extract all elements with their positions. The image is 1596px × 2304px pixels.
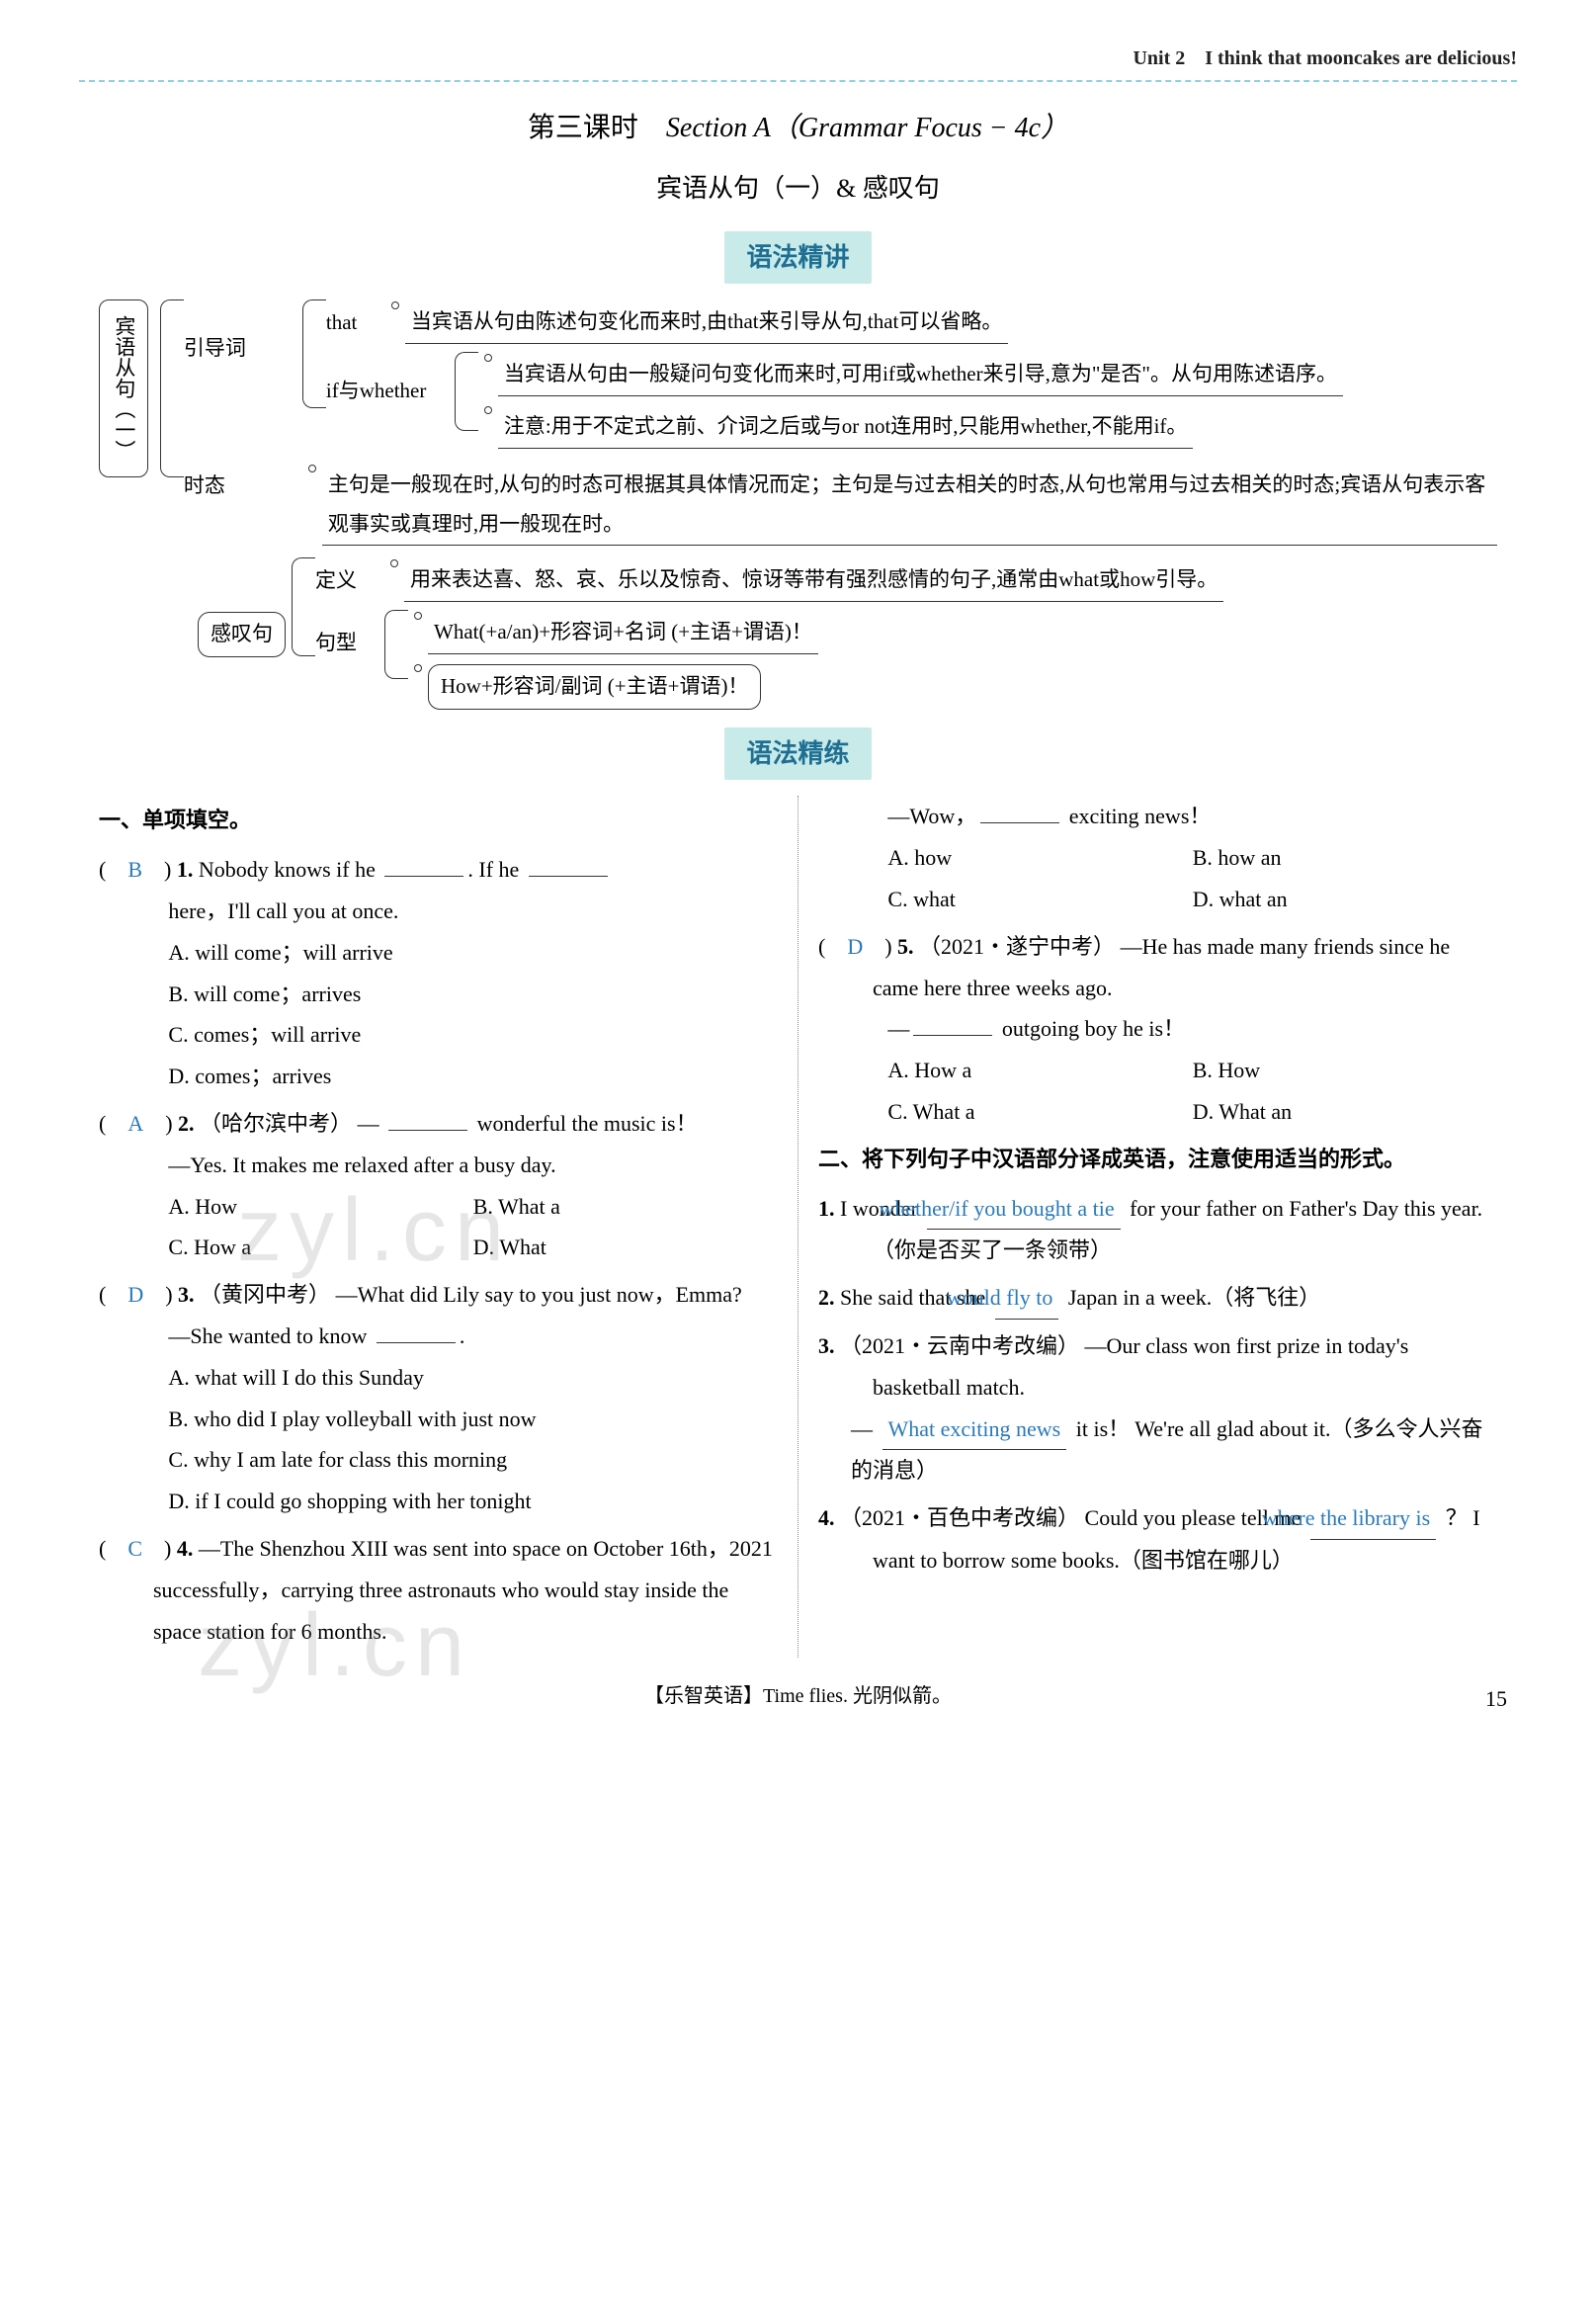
- q1-text-a: Nobody knows if he: [199, 857, 381, 882]
- q2-num: 2.: [178, 1111, 195, 1136]
- q1-text-c: here，I'll call you at once.: [99, 891, 778, 932]
- p2q2-post: Japan in a week.（将飞往）: [1068, 1285, 1320, 1310]
- q4-cont: —Wow， exciting news！ A. howB. how an C. …: [818, 796, 1497, 919]
- q1-num: 1.: [177, 857, 194, 882]
- q1-optC: C. comes；will arrive: [99, 1014, 778, 1056]
- lesson-title-1: 第三课时 Section A（Grammar Focus − 4c）: [79, 102, 1517, 154]
- q3-optC: C. why I am late for class this morning: [99, 1439, 778, 1481]
- q4-num: 4.: [177, 1536, 194, 1561]
- lesson-title-2: 宾语从句（一）& 感叹句: [79, 164, 1517, 213]
- section-jingjiang: 语法精讲: [79, 231, 1517, 284]
- p2q3-source: （2021・云南中考改编）: [840, 1333, 1079, 1358]
- p2q1-answer: whether/if you bought a tie: [927, 1188, 1120, 1231]
- q5-optD: D. What an: [1193, 1091, 1497, 1133]
- d2-def-text: 用来表达喜、怒、哀、乐以及惊奇、惊讶等带有强烈感情的句子,通常由what或how…: [404, 559, 1223, 602]
- leaf-ifwhether-label: if与whether: [326, 352, 455, 451]
- q5-answer: D: [847, 934, 863, 959]
- q1-optD: D. comes；arrives: [99, 1056, 778, 1097]
- p2q4-source: （2021・百色中考改编）: [840, 1505, 1079, 1530]
- q2-text-a: —: [358, 1111, 385, 1136]
- q3-optD: D. if I could go shopping with her tonig…: [99, 1481, 778, 1522]
- part2-heading: 二、将下列句子中汉语部分译成英语，注意使用适当的形式。: [818, 1139, 1497, 1180]
- p2q4-num: 4.: [818, 1505, 835, 1530]
- leaf-ifwhether-text2: 注意:用于不定式之前、介词之后或与or not连用时,只能用whether,不能…: [498, 406, 1194, 449]
- p2q2-answer: would fly to: [995, 1277, 1059, 1320]
- q4-text-b: —Wow，: [887, 804, 976, 828]
- q4-optC: C. what: [887, 879, 1192, 920]
- p2q4-answer: where the library is: [1310, 1497, 1436, 1540]
- q5-optC: C. What a: [887, 1091, 1192, 1133]
- q5-source: （2021・遂宁中考）: [919, 934, 1115, 959]
- q4-text-a: —The Shenzhou XIII was sent into space o…: [153, 1536, 773, 1644]
- q5-num: 5.: [897, 934, 914, 959]
- p2q3: 3. （2021・云南中考改编） —Our class won first pr…: [818, 1325, 1497, 1492]
- q5-text-b: —: [887, 1016, 909, 1041]
- q3-source: （黄冈中考）: [200, 1282, 330, 1307]
- left-column: 一、单项填空。 ( B ) 1. Nobody knows if he . If…: [79, 796, 798, 1658]
- diagram-object-clause: 宾语从句（一） 引导词 that 当宾语从句由陈述句变化而来时,由that来引导…: [99, 299, 1497, 548]
- p2q3-pre2: —: [851, 1416, 879, 1441]
- q3-text-a: —What did Lily say to you just now，Emma?: [336, 1282, 742, 1307]
- q3-optA: A. what will I do this Sunday: [99, 1357, 778, 1399]
- q3-text-b: —She wanted to know: [168, 1323, 373, 1348]
- branch-tense-text: 主句是一般现在时,从句的时态可根据其具体情况而定；主句是与过去相关的时态,从句也…: [322, 465, 1497, 547]
- q5-optB: B. How: [1193, 1050, 1497, 1091]
- title-cn: 第三课时: [528, 113, 638, 143]
- q2: ( A ) 2. （哈尔滨中考） — wonderful the music i…: [99, 1103, 778, 1268]
- title-en: Section A（Grammar Focus − 4c）: [666, 113, 1068, 143]
- q2-text-c: —Yes. It makes me relaxed after a busy d…: [99, 1145, 778, 1186]
- q2-optC: C. How a: [168, 1227, 472, 1268]
- q2-text-b: wonderful the music is！: [471, 1111, 698, 1136]
- leaf-that-text: 当宾语从句由陈述句变化而来时,由that来引导从句,that可以省略。: [405, 301, 1008, 344]
- q4-text-c: exciting news！: [1063, 804, 1211, 828]
- p2q3-answer: What exciting news: [882, 1408, 1067, 1451]
- p2q1: 1. I wonder whether/if you bought a tie …: [818, 1188, 1497, 1272]
- p2q1-num: 1.: [818, 1196, 835, 1221]
- d2-def-label: 定义: [315, 559, 384, 601]
- q3: ( D ) 3. （黄冈中考） —What did Lily say to yo…: [99, 1274, 778, 1522]
- q2-source: （哈尔滨中考）: [200, 1111, 352, 1136]
- leaf-ifwhether-text1: 当宾语从句由一般疑问句变化而来时,可用if或whether来引导,意为"是否"。…: [498, 354, 1343, 396]
- q4-optB: B. how an: [1193, 837, 1497, 879]
- q2-answer: A: [127, 1111, 143, 1136]
- q3-answer: D: [127, 1282, 143, 1307]
- diagram2-root: 感叹句: [198, 612, 286, 657]
- branch-tense-label: 时态: [184, 465, 302, 506]
- q1-text-b: . If he: [467, 857, 524, 882]
- d2-pattern1: What(+a/an)+形容词+名词 (+主语+谓语)！: [428, 612, 818, 654]
- q2-optD: D. What: [473, 1227, 778, 1268]
- p2q2-num: 2.: [818, 1285, 835, 1310]
- branch-connector-word: 引导词: [184, 299, 302, 451]
- d2-pattern2: How+形容词/副词 (+主语+谓语)！: [428, 664, 761, 710]
- q4-answer: C: [127, 1536, 142, 1561]
- leaf-that-label: that: [326, 301, 385, 343]
- right-column: —Wow， exciting news！ A. howB. how an C. …: [798, 796, 1517, 1658]
- q1: ( B ) 1. Nobody knows if he . If he here…: [99, 849, 778, 1097]
- page-number: 15: [1485, 1678, 1507, 1720]
- section-jinglian: 语法精练: [79, 727, 1517, 780]
- q5-optA: A. How a: [887, 1050, 1192, 1091]
- p2q4: 4. （2021・百色中考改编） Could you please tell m…: [818, 1497, 1497, 1581]
- q3-optB: B. who did I play volleyball with just n…: [99, 1399, 778, 1440]
- p2q3-num: 3.: [818, 1333, 835, 1358]
- q5: ( D ) 5. （2021・遂宁中考） —He has made many f…: [818, 926, 1497, 1133]
- q4-optD: D. what an: [1193, 879, 1497, 920]
- q2-optB: B. What a: [473, 1186, 778, 1228]
- part1-heading: 一、单项填空。: [99, 800, 778, 841]
- q4-optA: A. how: [887, 837, 1192, 879]
- q2-optA: A. How: [168, 1186, 472, 1228]
- q1-optA: A. will come；will arrive: [99, 932, 778, 974]
- d2-pattern-label: 句型: [315, 610, 384, 712]
- footer-text: 【乐智英语】Time flies. 光阴似箭。: [79, 1677, 1517, 1715]
- q3-num: 3.: [178, 1282, 195, 1307]
- q4: ( C ) 4. —The Shenzhou XIII was sent int…: [99, 1528, 778, 1652]
- diagram-exclamation: 感叹句 定义 用来表达喜、怒、哀、乐以及惊奇、惊讶等带有强烈感情的句子,通常由w…: [198, 557, 1398, 712]
- unit-header: Unit 2 I think that mooncakes are delici…: [79, 40, 1517, 82]
- diagram-root: 宾语从句（一）: [99, 299, 148, 477]
- q5-text-c: outgoing boy he is！: [996, 1016, 1185, 1041]
- q1-optB: B. will come；arrives: [99, 974, 778, 1015]
- exercise-columns: 一、单项填空。 ( B ) 1. Nobody knows if he . If…: [79, 796, 1517, 1658]
- q1-answer: B: [127, 857, 142, 882]
- p2q2: 2. She said that she would fly to Japan …: [818, 1277, 1497, 1320]
